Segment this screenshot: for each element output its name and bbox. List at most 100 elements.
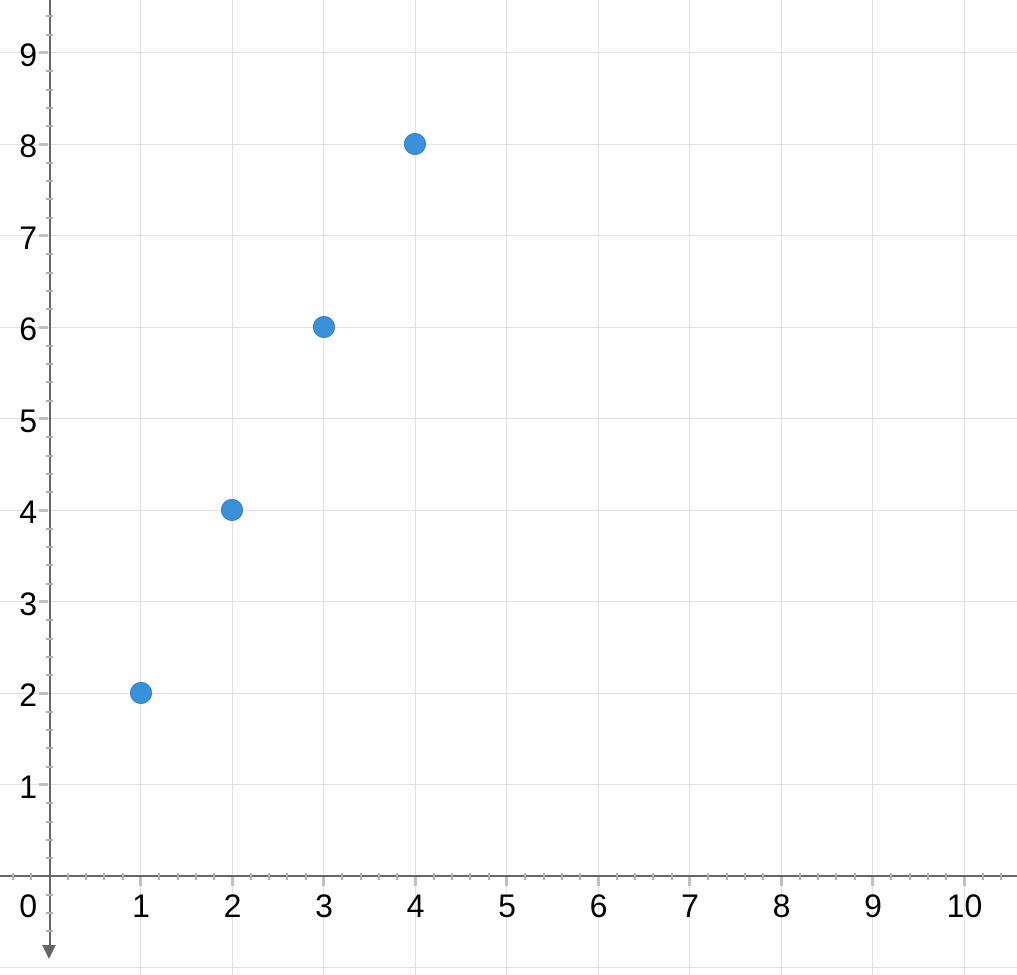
x-minor-tick — [396, 872, 399, 880]
x-minor-tick — [30, 872, 33, 880]
x-minor-tick — [85, 872, 88, 880]
y-minor-tick — [46, 125, 53, 128]
x-minor-tick — [981, 872, 984, 880]
h-gridline — [0, 143, 1017, 145]
y-major-tick — [39, 51, 48, 55]
y-minor-tick — [46, 381, 53, 384]
y-minor-tick — [46, 747, 53, 750]
x-minor-tick — [66, 872, 69, 880]
y-tick-label: 3 — [19, 585, 37, 622]
h-gridline — [0, 784, 1017, 786]
y-minor-tick — [46, 655, 53, 658]
x-minor-tick — [890, 872, 893, 880]
y-tick-label: 1 — [19, 768, 37, 805]
x-minor-tick — [359, 872, 362, 880]
x-tick-label: 4 — [406, 887, 425, 924]
x-major-tick — [230, 877, 234, 887]
y-minor-tick — [46, 820, 53, 823]
data-point[interactable] — [129, 682, 152, 705]
v-gridline — [597, 0, 599, 975]
x-minor-tick — [762, 872, 765, 880]
y-major-tick — [39, 508, 48, 512]
x-minor-tick — [213, 872, 216, 880]
x-minor-tick — [451, 872, 454, 880]
y-minor-tick — [46, 637, 53, 640]
y-minor-tick — [46, 198, 53, 201]
x-minor-tick — [194, 872, 197, 880]
x-minor-tick — [926, 872, 929, 880]
x-tick-label: 3 — [315, 887, 333, 924]
y-minor-tick — [46, 472, 53, 475]
y-minor-tick — [46, 289, 53, 292]
y-minor-tick — [46, 838, 53, 841]
v-gridline — [140, 0, 142, 975]
x-minor-tick — [158, 872, 161, 880]
y-major-tick — [39, 783, 48, 787]
x-minor-tick — [853, 872, 856, 880]
h-gridline — [0, 509, 1017, 511]
y-tick-label: 6 — [19, 311, 37, 348]
x-tick-label: 2 — [223, 887, 242, 924]
y-minor-tick — [46, 88, 53, 91]
x-major-tick — [322, 877, 326, 887]
x-minor-tick — [615, 872, 618, 880]
x-tick-label: 1 — [132, 887, 150, 924]
x-minor-tick — [341, 872, 344, 880]
y-axis-arrowhead-icon — [42, 944, 56, 959]
y-minor-tick — [46, 399, 53, 402]
y-major-tick — [39, 142, 48, 146]
x-minor-tick — [103, 872, 106, 880]
y-minor-tick — [46, 765, 53, 768]
x-minor-tick — [121, 872, 124, 880]
origin-tick-label: 0 — [19, 888, 37, 924]
x-minor-tick — [286, 872, 289, 880]
data-point[interactable] — [221, 499, 244, 522]
y-minor-tick — [46, 674, 53, 677]
x-minor-tick — [707, 872, 710, 880]
x-minor-tick — [817, 872, 820, 880]
v-gridline — [689, 0, 691, 975]
y-tick-label: 7 — [19, 219, 37, 256]
x-minor-tick — [268, 872, 271, 880]
x-minor-tick — [1000, 872, 1003, 880]
h-gridline — [0, 601, 1017, 603]
h-gridline — [0, 692, 1017, 694]
data-point[interactable] — [312, 316, 335, 339]
x-major-tick — [139, 877, 143, 887]
x-major-tick — [962, 877, 966, 887]
y-minor-tick — [46, 546, 53, 549]
y-tick-label: 9 — [19, 36, 37, 73]
x-tick-label: 8 — [772, 887, 791, 924]
x-major-tick — [413, 877, 417, 887]
v-gridline — [506, 0, 508, 975]
x-minor-tick — [249, 872, 252, 880]
y-tick-label: 5 — [19, 402, 37, 439]
y-minor-tick — [46, 271, 53, 274]
x-minor-tick — [304, 872, 307, 880]
x-minor-tick — [634, 872, 637, 880]
x-minor-tick — [725, 872, 728, 880]
y-minor-tick — [46, 527, 53, 530]
y-minor-tick — [46, 893, 53, 896]
x-tick-label: 7 — [681, 887, 699, 924]
x-tick-label: 5 — [498, 887, 516, 924]
data-point[interactable] — [404, 133, 427, 156]
x-major-tick — [596, 877, 600, 887]
h-gridline — [0, 326, 1017, 328]
y-minor-tick — [46, 454, 53, 457]
x-minor-tick — [524, 872, 527, 880]
x-minor-tick — [560, 872, 563, 880]
y-minor-tick — [46, 216, 53, 219]
y-minor-tick — [46, 930, 53, 933]
y-minor-tick — [46, 70, 53, 73]
x-minor-tick — [176, 872, 179, 880]
x-minor-tick — [469, 872, 472, 880]
x-minor-tick — [432, 872, 435, 880]
x-tick-label: 10 — [946, 887, 983, 924]
y-tick-label: 8 — [19, 128, 37, 165]
x-axis — [0, 875, 1017, 878]
x-minor-tick — [670, 872, 673, 880]
y-minor-tick — [46, 912, 53, 915]
